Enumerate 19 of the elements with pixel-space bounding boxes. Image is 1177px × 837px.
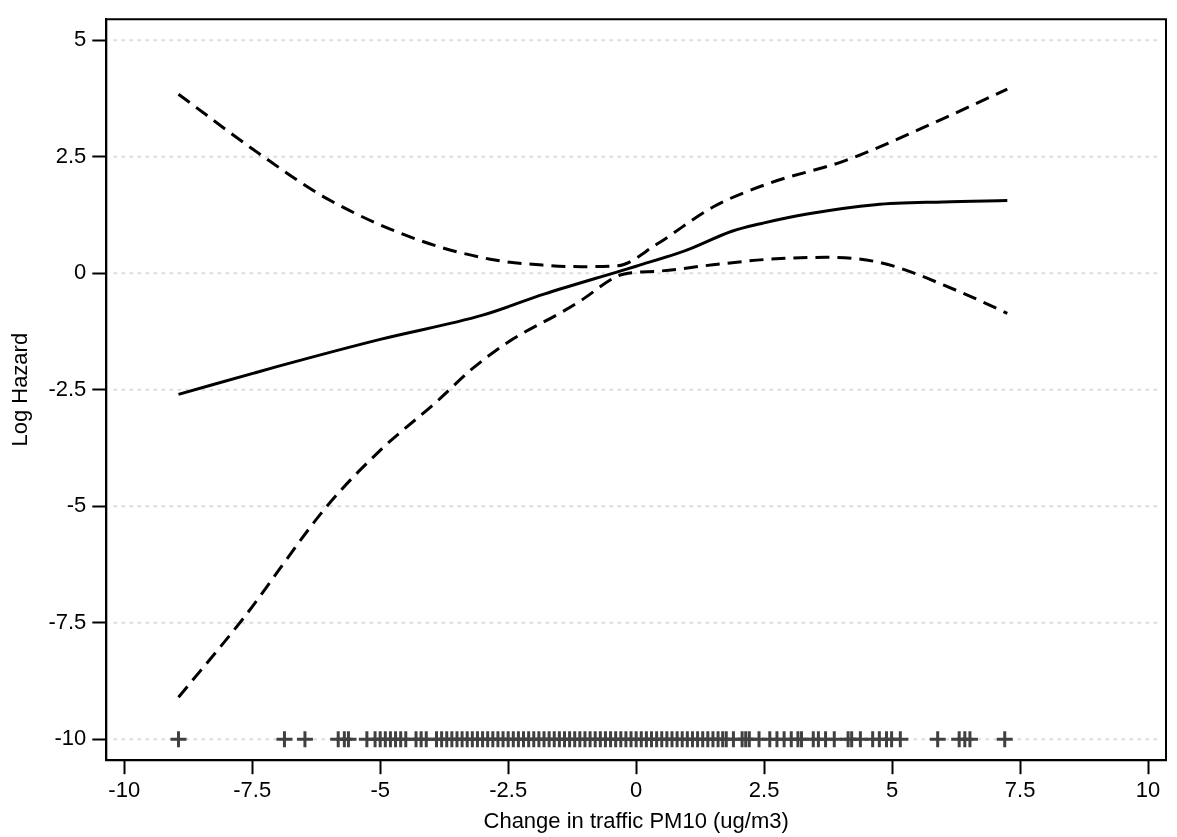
x-tick-label: -7.5: [233, 777, 272, 803]
y-tick-label: -5: [66, 492, 87, 518]
y-tick-label: 5: [74, 26, 87, 52]
x-tick-label: 7.5: [1004, 777, 1036, 803]
y-tick-label: -2.5: [48, 375, 87, 401]
x-tick-label: 5: [885, 777, 899, 803]
y-tick-label: 0: [74, 259, 87, 285]
x-tick-label: 0: [630, 777, 643, 803]
line-series: [176, 87, 1009, 269]
x-tick-label: -10: [108, 777, 141, 803]
y-tick-label: -10: [54, 725, 87, 751]
y-tick-label: 2.5: [55, 142, 87, 168]
x-tick-label: -5: [370, 777, 390, 803]
y-tick-label: -7.5: [48, 608, 87, 634]
x-axis-title: Change in traffic PM10 (ug/m3): [483, 807, 789, 833]
y-axis-title: Log Hazard: [7, 332, 33, 447]
x-tick-label: 2.5: [748, 777, 780, 803]
x-tick-label: -2.5: [489, 777, 528, 803]
x-tick-label: 10: [1135, 777, 1161, 803]
